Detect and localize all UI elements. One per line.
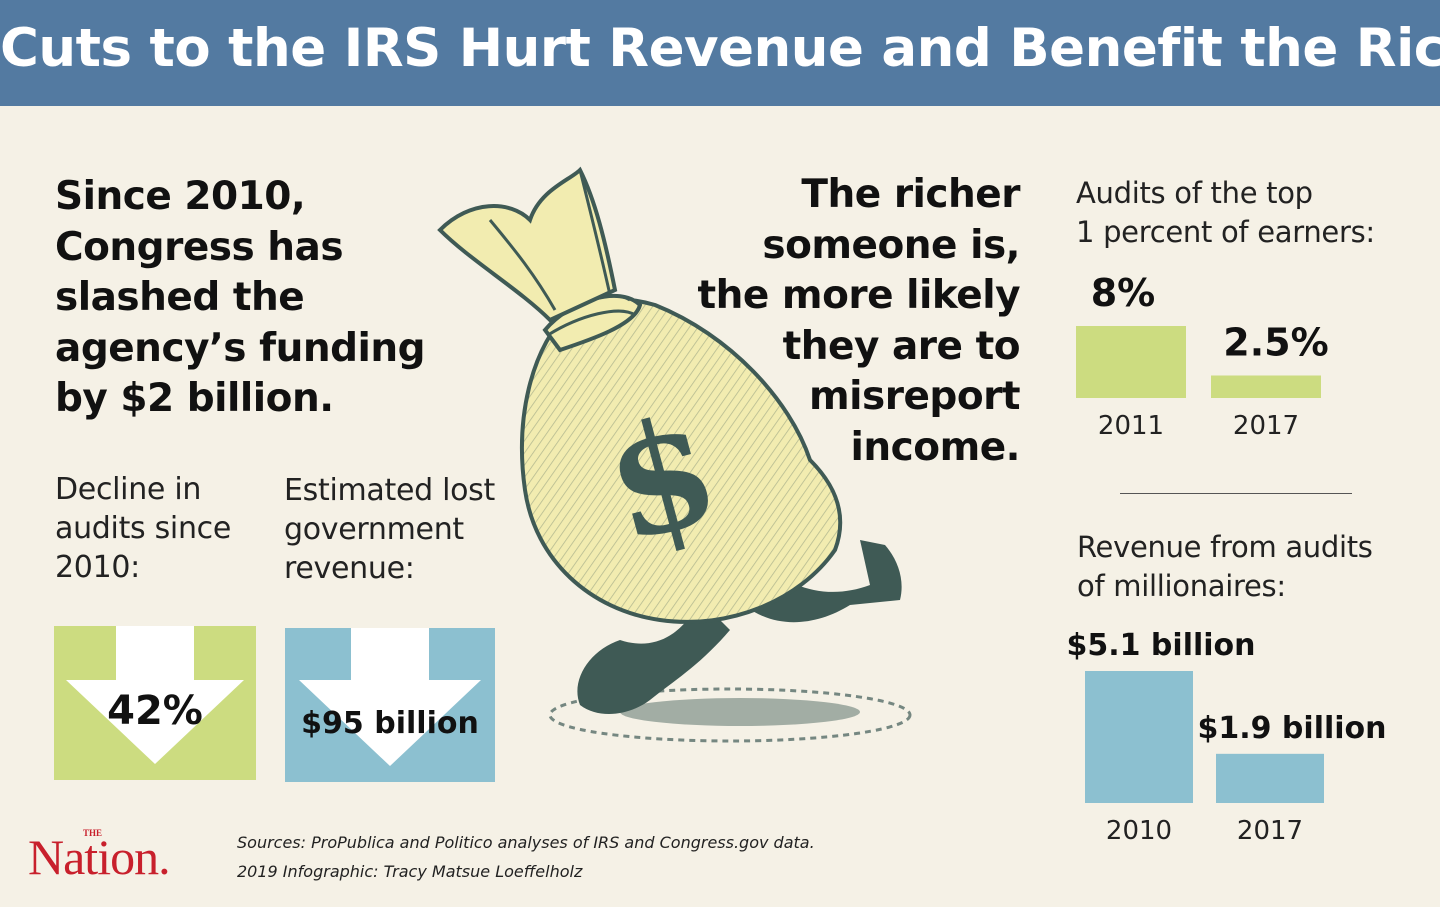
header-banner: Cuts to the IRS Hurt Revenue and Benefit… (0, 0, 1440, 106)
revenue-chart-title: Revenue from audits of millionaires: (1077, 530, 1373, 603)
decline-stat: 42% (54, 626, 256, 780)
sources-credit: Sources: ProPublica and Politico analyse… (237, 828, 815, 886)
audits-chart-value-label-2017: 2.5% (1223, 321, 1328, 365)
revenue-chart-category-label-2010: 2010 (1106, 816, 1172, 846)
lost-revenue-value: $95 billion (301, 706, 479, 741)
audits-chart-bar-2017 (1211, 375, 1321, 398)
richer-statement: The richer someone is, the more likely t… (697, 172, 1021, 470)
logo-text: Nation. (28, 829, 170, 882)
revenue-chart-value-label-2010: $5.1 billion (1066, 628, 1255, 663)
lead-statement: Since 2010, Congress has slashed the age… (55, 174, 426, 421)
audits-chart-svg: 8% 2011 2.5% 2017 (1076, 271, 1329, 441)
the-nation-logo: THE Nation. (28, 822, 218, 885)
lost-revenue-stat: $95 billion (285, 628, 495, 782)
audits-chart-bar-2011 (1076, 326, 1186, 398)
decline-value: 42% (107, 688, 203, 734)
running-money-bag-icon: $ (430, 160, 920, 774)
revenue-chart-bar-2017 (1216, 753, 1324, 803)
sources-line: Sources: ProPublica and Politico analyse… (237, 833, 815, 852)
lost-revenue-label: Estimated lost government revenue: (284, 473, 495, 586)
audits-chart-category-label-2017: 2017 (1233, 411, 1299, 441)
section-divider (1120, 493, 1352, 494)
down-arrow-icon (54, 626, 256, 780)
revenue-chart-bar-2010 (1085, 671, 1193, 803)
credit-line: 2019 Infographic: Tracy Matsue Loeffelho… (237, 862, 583, 881)
page-title: Cuts to the IRS Hurt Revenue and Benefit… (0, 18, 1440, 79)
audits-chart-value-label-2011: 8% (1091, 271, 1156, 315)
logo-small-text: THE (83, 828, 102, 838)
audits-chart-category-label-2011: 2011 (1098, 411, 1164, 441)
audits-top-1-percent-chart: 8% 2011 2.5% 2017 (1060, 262, 1350, 452)
revenue-chart-category-label-2017: 2017 (1237, 816, 1303, 846)
down-arrow-icon (285, 628, 495, 782)
revenue-chart-svg: $5.1 billion 2010 $1.9 billion 2017 (1066, 628, 1386, 846)
revenue-millionaires-chart: $5.1 billion 2010 $1.9 billion 2017 (1060, 620, 1390, 850)
audits-chart-title: Audits of the top 1 percent of earners: (1076, 176, 1375, 249)
decline-label: Decline in audits since 2010: (55, 472, 232, 585)
revenue-chart-value-label-2017: $1.9 billion (1197, 711, 1386, 746)
